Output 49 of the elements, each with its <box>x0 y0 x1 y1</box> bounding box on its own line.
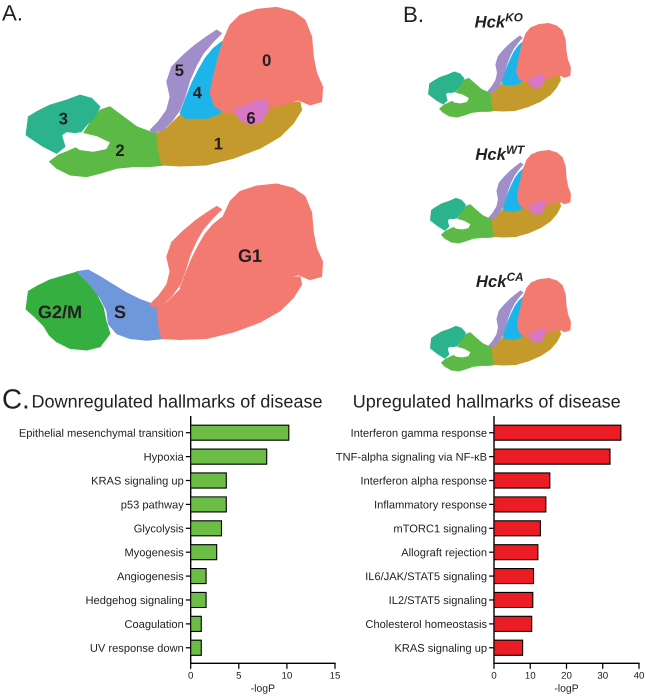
y-tick-label: Interferon alpha response <box>361 476 487 487</box>
y-tick-label: Cholesterol homeostasis <box>366 620 487 628</box>
text: C. <box>3 389 28 409</box>
y-tick-label: p53 pathway <box>121 500 184 511</box>
text: Hck$^{KO}$ <box>474 13 523 28</box>
x-tick-label: 30 <box>598 672 608 679</box>
y-tick-label: mTORC1 signaling <box>394 524 486 535</box>
x-tick-label: 10 <box>526 672 536 679</box>
y-tick-label: KRAS signaling up <box>92 476 184 487</box>
x-tick-label: 40 <box>634 672 644 679</box>
x-axis-title: -logP <box>554 684 578 694</box>
y-tick-label: Interferon gamma response <box>352 428 487 440</box>
y-tick-label: IL2/STAT5 signaling <box>390 596 486 606</box>
y-tick-label: Hypoxia <box>144 452 184 463</box>
y-tick-label: Inflammatory response <box>375 500 487 511</box>
x-axis-title: -logP <box>251 684 274 694</box>
text: 4 <box>192 86 202 98</box>
y-tick-label: Coagulation <box>125 620 184 630</box>
text: A. <box>2 5 21 20</box>
y-tick-label: Glycolysis <box>134 524 184 535</box>
text: G1 <box>238 249 262 262</box>
y-tick-label: Hedgehog signaling <box>86 596 184 606</box>
text: 5 <box>175 64 184 76</box>
y-tick-label: UV response down <box>90 644 184 654</box>
x-tick-label: 20 <box>562 672 572 679</box>
text: Hck$^{WT}$ <box>476 146 526 160</box>
x-tick-label: 5 <box>236 672 242 679</box>
text: G2/M <box>38 305 81 318</box>
text: 3 <box>59 112 68 125</box>
y-tick-label: Angiogenesis <box>117 572 184 582</box>
y-tick-label: Allograft rejection <box>401 548 486 559</box>
y-tick-label: Myogenesis <box>125 548 184 559</box>
y-tick-label: Epithelial mesenchymal transition <box>20 428 184 440</box>
text: 0 <box>262 54 271 66</box>
chart-title: Downregulated hallmarks of disease <box>32 394 322 412</box>
x-tick-label: 15 <box>330 672 340 679</box>
x-tick-label: 0 <box>188 672 194 679</box>
text: 2 <box>116 144 124 156</box>
y-tick-label: IL6/JAK/STAT5 signaling <box>366 572 486 582</box>
y-tick-label: KRAS signaling up <box>395 644 487 654</box>
text: Hck$^{CA}$ <box>476 272 523 288</box>
text: S <box>114 306 126 318</box>
chart-title: Upregulated hallmarks of disease <box>354 394 620 412</box>
text: B. <box>404 6 422 22</box>
text: 6 <box>247 112 256 124</box>
y-tick-label: TNF-alpha signaling via NF-κB <box>336 452 486 463</box>
x-tick-label: 0 <box>492 672 496 679</box>
x-tick-label: 10 <box>282 672 292 679</box>
text: 1 <box>214 138 223 150</box>
